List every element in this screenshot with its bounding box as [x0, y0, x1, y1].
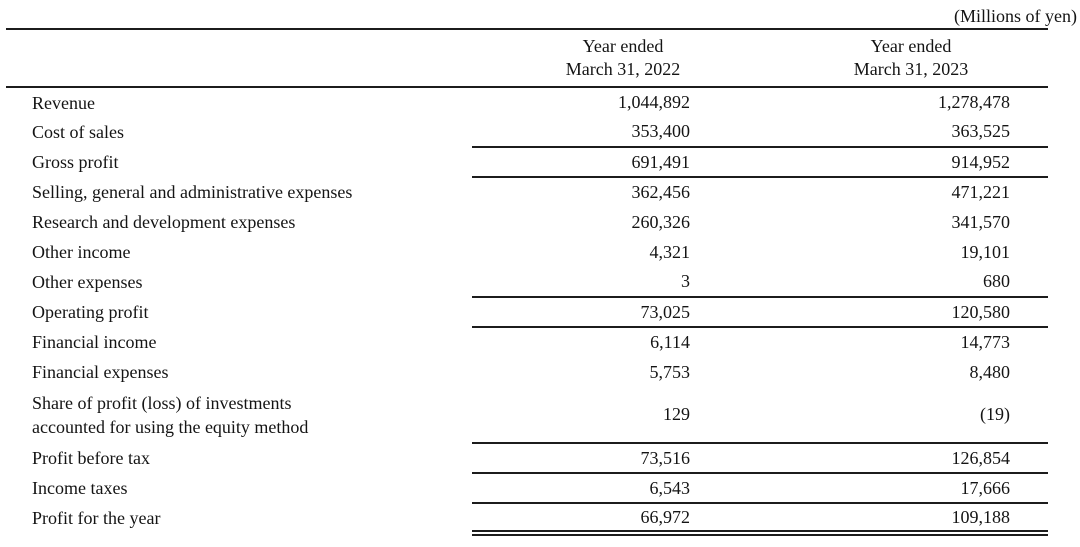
row-label: Financial expenses — [32, 362, 169, 382]
column-header-fy2023-line2: March 31, 2023 — [853, 59, 969, 79]
value-fy2023: 17,666 — [760, 473, 1048, 504]
value-fy2023: 341,570 — [951, 211, 1011, 232]
value-fy2022: 6,543 — [472, 473, 760, 504]
value-fy2022: 691,491 — [472, 147, 760, 178]
row-label-line1: Share of profit (loss) of investments — [32, 393, 292, 413]
row-other-income: Other income 4,321 19,101 — [6, 237, 1048, 267]
row-gross-profit: Gross profit 691,491 914,952 — [6, 147, 1048, 178]
value-fy2022: 66,972 — [472, 503, 760, 536]
row-profit-for-the-year: Profit for the year 66,972 109,188 — [6, 503, 1048, 536]
value-fy2023: 120,580 — [760, 297, 1048, 328]
value-fy2022: 4,321 — [649, 241, 691, 262]
row-label: Gross profit — [32, 152, 119, 172]
row-financial-expenses: Financial expenses 5,753 8,480 — [6, 357, 1048, 387]
value-fy2023: 914,952 — [760, 147, 1048, 178]
column-header-fy2022-line1: Year ended — [582, 36, 664, 56]
value-fy2023: (19) — [760, 387, 1048, 444]
row-other-expenses: Other expenses 3 680 — [6, 267, 1048, 298]
value-fy2023: 363,525 — [760, 117, 1048, 148]
row-label: Cost of sales — [32, 122, 124, 142]
row-share-of-profit-equity-method: Share of profit (loss) of investments ac… — [6, 387, 1048, 444]
row-label: Other expenses — [32, 272, 143, 292]
value-fy2022: 73,025 — [472, 297, 760, 328]
value-fy2022: 129 — [472, 387, 760, 444]
row-label: Operating profit — [32, 302, 149, 322]
row-label: Selling, general and administrative expe… — [32, 182, 353, 202]
value-fy2023: 471,221 — [951, 182, 1011, 202]
value-fy2022: 3 — [472, 267, 760, 298]
row-label: Revenue — [32, 92, 95, 113]
row-label: Other income — [32, 242, 131, 262]
row-income-taxes: Income taxes 6,543 17,666 — [6, 473, 1048, 504]
value-fy2023: 1,278,478 — [938, 92, 1010, 112]
row-label-line2: accounted for using the equity method — [32, 417, 309, 437]
header-spacer — [6, 28, 472, 88]
value-fy2022: 362,456 — [631, 182, 691, 202]
units-note: (Millions of yen) — [954, 6, 1077, 26]
row-operating-profit: Operating profit 73,025 120,580 — [6, 297, 1048, 328]
row-rd-expenses: Research and development expenses 260,32… — [6, 207, 1048, 237]
row-label: Financial income — [32, 332, 157, 352]
row-label: Research and development expenses — [32, 212, 296, 232]
value-fy2022: 260,326 — [631, 211, 691, 232]
value-fy2022: 353,400 — [472, 117, 760, 148]
value-fy2023: 109,188 — [760, 503, 1048, 536]
row-sga-expenses: Selling, general and administrative expe… — [6, 177, 1048, 207]
row-financial-income: Financial income 6,114 14,773 — [6, 327, 1048, 357]
row-label: Profit before tax — [32, 448, 150, 468]
row-revenue: Revenue 1,044,892 1,278,478 — [6, 87, 1048, 117]
value-fy2022: 5,753 — [649, 361, 691, 382]
value-fy2022: 1,044,892 — [618, 92, 690, 112]
income-statement-table: Year ended March 31, 2022 Year ended Mar… — [6, 28, 1048, 536]
column-header-fy2023: Year ended March 31, 2023 — [760, 28, 1048, 88]
column-header-fy2022-line2: March 31, 2022 — [565, 59, 681, 79]
value-fy2023: 680 — [760, 267, 1048, 298]
row-profit-before-tax: Profit before tax 73,516 126,854 — [6, 443, 1048, 474]
value-fy2023: 14,773 — [960, 332, 1011, 352]
row-label: Share of profit (loss) of investments ac… — [6, 387, 472, 443]
row-cost-of-sales: Cost of sales 353,400 363,525 — [6, 117, 1048, 148]
value-fy2023: 8,480 — [969, 361, 1011, 382]
value-fy2022: 73,516 — [472, 443, 760, 474]
column-header-fy2023-line1: Year ended — [870, 36, 952, 56]
row-label: Profit for the year — [32, 508, 161, 528]
header-row: Year ended March 31, 2022 Year ended Mar… — [6, 28, 1048, 88]
value-fy2023: 126,854 — [760, 443, 1048, 474]
row-label: Income taxes — [32, 478, 128, 498]
column-header-fy2022: Year ended March 31, 2022 — [472, 28, 760, 88]
value-fy2022: 6,114 — [650, 332, 690, 352]
value-fy2023: 19,101 — [960, 241, 1011, 262]
